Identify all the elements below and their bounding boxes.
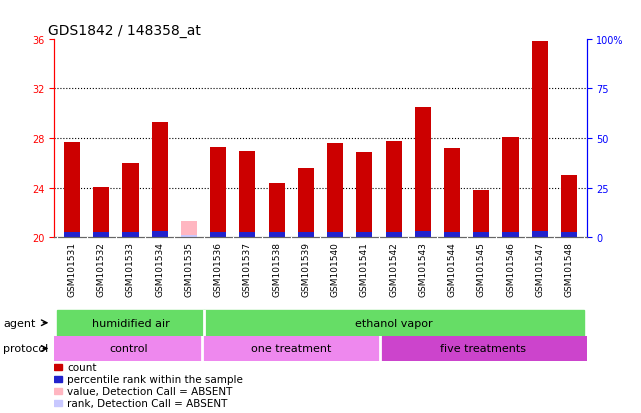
- Text: GSM101531: GSM101531: [67, 242, 76, 297]
- Bar: [327, 144, 343, 238]
- Bar: [444, 232, 460, 238]
- Bar: [415, 108, 431, 238]
- Text: control: control: [109, 344, 147, 354]
- Bar: [561, 232, 577, 238]
- Text: GSM101537: GSM101537: [243, 242, 252, 297]
- Bar: [269, 183, 285, 238]
- Text: value, Detection Call = ABSENT: value, Detection Call = ABSENT: [67, 386, 233, 396]
- Text: GSM101533: GSM101533: [126, 242, 135, 297]
- Bar: [122, 164, 138, 238]
- Bar: [239, 232, 256, 238]
- Bar: [298, 169, 314, 238]
- Bar: [210, 232, 226, 238]
- Text: GSM101536: GSM101536: [213, 242, 222, 297]
- Bar: [415, 232, 431, 238]
- Bar: [473, 232, 489, 238]
- Bar: [385, 141, 402, 238]
- Bar: [239, 151, 256, 238]
- Bar: [54, 400, 62, 406]
- Text: humidified air: humidified air: [92, 318, 169, 328]
- Bar: [54, 336, 203, 361]
- Text: count: count: [67, 362, 97, 372]
- Text: agent: agent: [3, 318, 36, 328]
- Bar: [93, 232, 110, 238]
- Bar: [210, 147, 226, 238]
- Bar: [503, 138, 519, 238]
- Bar: [122, 232, 138, 238]
- Bar: [503, 232, 519, 238]
- Bar: [54, 388, 62, 394]
- Bar: [93, 187, 110, 238]
- Bar: [531, 42, 548, 238]
- Text: ethanol vapor: ethanol vapor: [354, 318, 433, 328]
- Bar: [298, 232, 314, 238]
- Bar: [561, 176, 577, 238]
- Text: GSM101534: GSM101534: [155, 242, 164, 296]
- Text: GSM101547: GSM101547: [535, 242, 544, 296]
- Bar: [54, 376, 62, 382]
- Text: protocol: protocol: [3, 344, 49, 354]
- Text: GSM101535: GSM101535: [185, 242, 194, 297]
- Bar: [204, 310, 583, 336]
- Bar: [444, 149, 460, 238]
- Text: GSM101538: GSM101538: [272, 242, 281, 297]
- Bar: [152, 123, 168, 238]
- Text: rank, Detection Call = ABSENT: rank, Detection Call = ABSENT: [67, 398, 228, 408]
- Text: percentile rank within the sample: percentile rank within the sample: [67, 374, 243, 384]
- Bar: [356, 232, 372, 238]
- Bar: [64, 142, 80, 238]
- Bar: [379, 336, 587, 361]
- Text: GSM101543: GSM101543: [419, 242, 428, 296]
- Text: GDS1842 / 148358_at: GDS1842 / 148358_at: [48, 24, 201, 38]
- Bar: [327, 232, 343, 238]
- Bar: [269, 232, 285, 238]
- Text: GSM101545: GSM101545: [477, 242, 486, 296]
- Bar: [356, 152, 372, 238]
- Bar: [181, 235, 197, 238]
- Bar: [58, 310, 204, 336]
- Text: GSM101539: GSM101539: [301, 242, 310, 297]
- Bar: [531, 232, 548, 238]
- Bar: [203, 336, 379, 361]
- Bar: [152, 232, 168, 238]
- Text: five treatments: five treatments: [440, 344, 526, 354]
- Bar: [64, 232, 80, 238]
- Bar: [385, 232, 402, 238]
- Text: GSM101542: GSM101542: [389, 242, 398, 296]
- Bar: [54, 364, 62, 370]
- Text: one treatment: one treatment: [251, 344, 331, 354]
- Bar: [473, 191, 489, 238]
- Text: GSM101544: GSM101544: [447, 242, 456, 296]
- Text: GSM101541: GSM101541: [360, 242, 369, 296]
- Bar: [181, 222, 197, 238]
- Text: GSM101532: GSM101532: [97, 242, 106, 296]
- Text: GSM101548: GSM101548: [565, 242, 574, 296]
- Text: GSM101546: GSM101546: [506, 242, 515, 296]
- Text: GSM101540: GSM101540: [331, 242, 340, 296]
